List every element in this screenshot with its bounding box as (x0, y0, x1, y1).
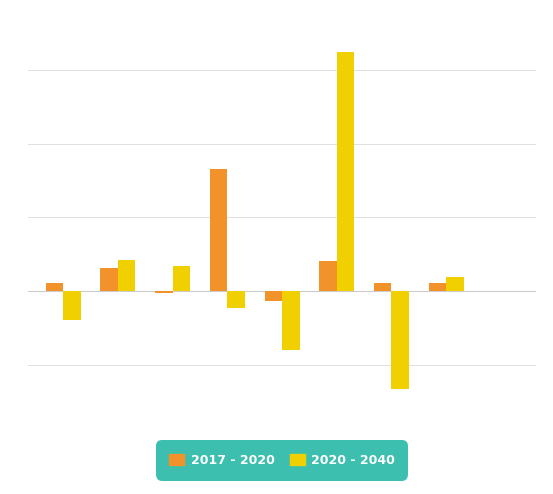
Bar (101, 268, 118, 291)
Bar (210, 169, 227, 291)
Bar (429, 283, 446, 291)
Bar (173, 266, 190, 291)
Bar (46, 283, 63, 291)
Bar (374, 283, 392, 291)
Legend: 2017 - 2020, 2020 - 2040: 2017 - 2020, 2020 - 2040 (162, 447, 402, 474)
Bar (337, 52, 354, 291)
Bar (264, 291, 282, 301)
Bar (63, 291, 81, 320)
Bar (446, 277, 463, 291)
Bar (282, 291, 300, 350)
Bar (392, 291, 409, 389)
Bar (155, 291, 173, 293)
Bar (118, 260, 135, 291)
Bar (227, 291, 245, 308)
Bar (319, 261, 337, 291)
